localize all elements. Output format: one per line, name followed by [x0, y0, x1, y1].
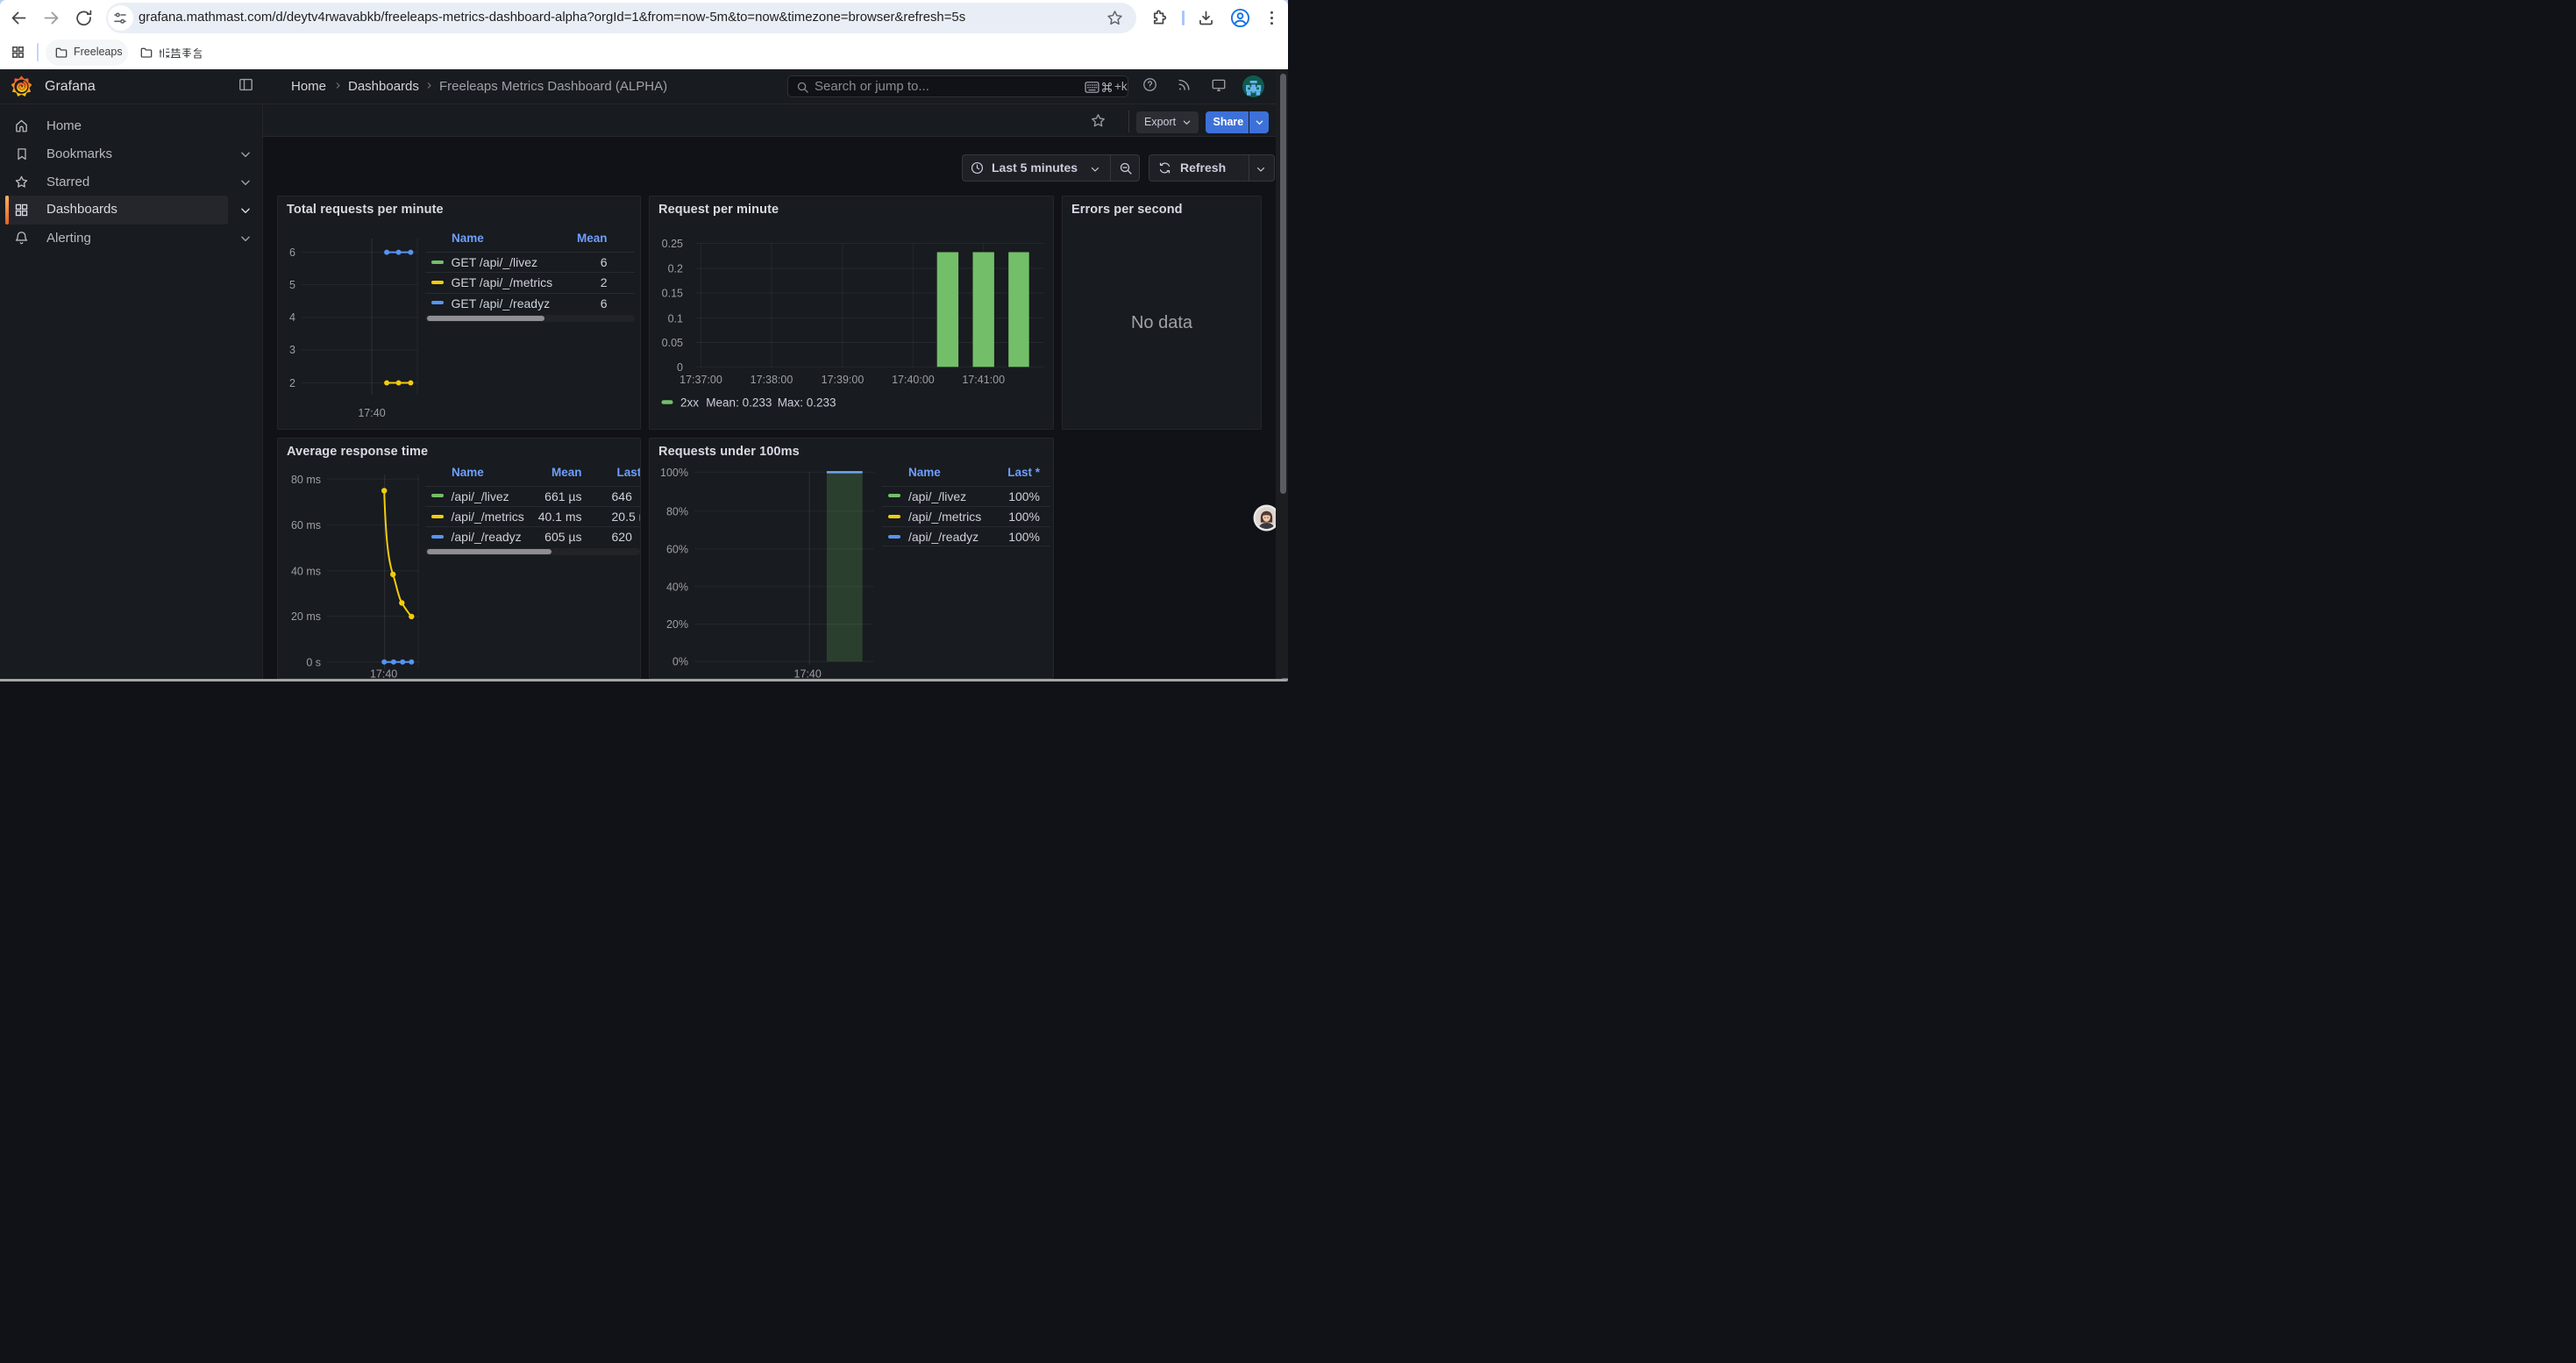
svg-text:0%: 0%	[672, 656, 688, 668]
svg-text:60%: 60%	[666, 543, 688, 555]
svg-text:Mean: 0.233: Mean: 0.233	[706, 396, 772, 410]
svg-text:0: 0	[677, 361, 683, 374]
svg-text:Max: 0.233: Max: 0.233	[778, 396, 836, 410]
svg-text:0 s: 0 s	[306, 656, 321, 668]
svg-text:60 ms: 60 ms	[291, 519, 321, 532]
svg-text:0.25: 0.25	[662, 238, 683, 250]
svg-text:0.1: 0.1	[668, 312, 683, 325]
svg-text:80%: 80%	[666, 505, 688, 517]
svg-text:6: 6	[289, 246, 295, 259]
svg-text:2: 2	[289, 377, 295, 389]
svg-text:17:40: 17:40	[358, 407, 385, 419]
svg-text:20%: 20%	[666, 618, 688, 631]
svg-text:100%: 100%	[660, 467, 688, 479]
svg-text:80 ms: 80 ms	[291, 474, 321, 486]
svg-text:17:40:00: 17:40:00	[892, 374, 935, 386]
svg-text:17:40: 17:40	[794, 668, 822, 679]
svg-text:4: 4	[289, 311, 295, 324]
svg-text:40 ms: 40 ms	[291, 565, 321, 577]
svg-text:3: 3	[289, 344, 295, 356]
svg-text:0.05: 0.05	[662, 337, 683, 349]
svg-text:17:38:00: 17:38:00	[751, 374, 793, 386]
svg-text:17:39:00: 17:39:00	[822, 374, 865, 386]
svg-text:20 ms: 20 ms	[291, 610, 321, 623]
svg-text:17:37:00: 17:37:00	[680, 374, 722, 386]
svg-text:0.2: 0.2	[668, 263, 683, 275]
svg-text:17:41:00: 17:41:00	[962, 374, 1005, 386]
svg-text:5: 5	[289, 279, 295, 291]
svg-text:40%: 40%	[666, 581, 688, 593]
svg-text:2xx: 2xx	[680, 396, 699, 410]
svg-text:17:40: 17:40	[370, 668, 397, 679]
svg-text:0.15: 0.15	[662, 288, 683, 300]
